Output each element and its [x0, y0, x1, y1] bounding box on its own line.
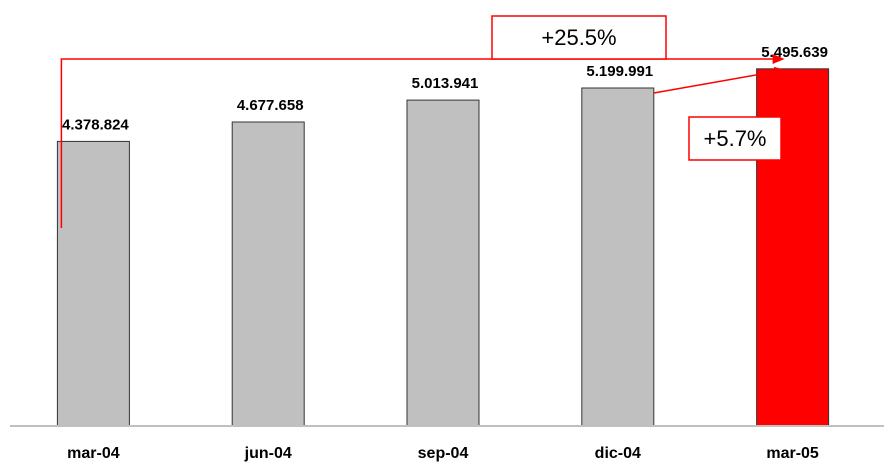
growth-box-long: [491, 15, 667, 60]
bar-sep-04: [406, 99, 480, 427]
category-label-sep-04: sep-04: [418, 445, 469, 462]
category-labels-group: mar-04 jun-04 sep-04 dic-04 mar-05: [67, 445, 819, 462]
growth-label-short: +5.7%: [704, 126, 767, 151]
growth-arrow-short: [653, 70, 775, 94]
category-label-mar-05: mar-05: [766, 445, 819, 462]
value-label-mar-04: 4.378.824: [62, 116, 129, 133]
value-label-dic-04: 5.199.991: [586, 63, 653, 80]
value-label-jun-04: 4.677.658: [237, 97, 304, 114]
category-label-dic-04: dic-04: [595, 445, 641, 462]
growth-box-short: [688, 116, 782, 161]
category-label-jun-04: jun-04: [244, 445, 292, 462]
bar-dic-04: [581, 87, 655, 427]
growth-arrow-long-head: [772, 54, 785, 64]
bar-mar-04: [56, 140, 130, 427]
annotations-group: +25.5% +5.7%: [60, 15, 785, 228]
growth-arrow-short-head: [773, 66, 785, 77]
value-label-sep-04: 5.013.941: [412, 75, 479, 92]
bar-jun-04: [231, 121, 305, 427]
category-label-mar-04: mar-04: [67, 445, 120, 462]
growth-label-long: +25.5%: [541, 25, 616, 50]
